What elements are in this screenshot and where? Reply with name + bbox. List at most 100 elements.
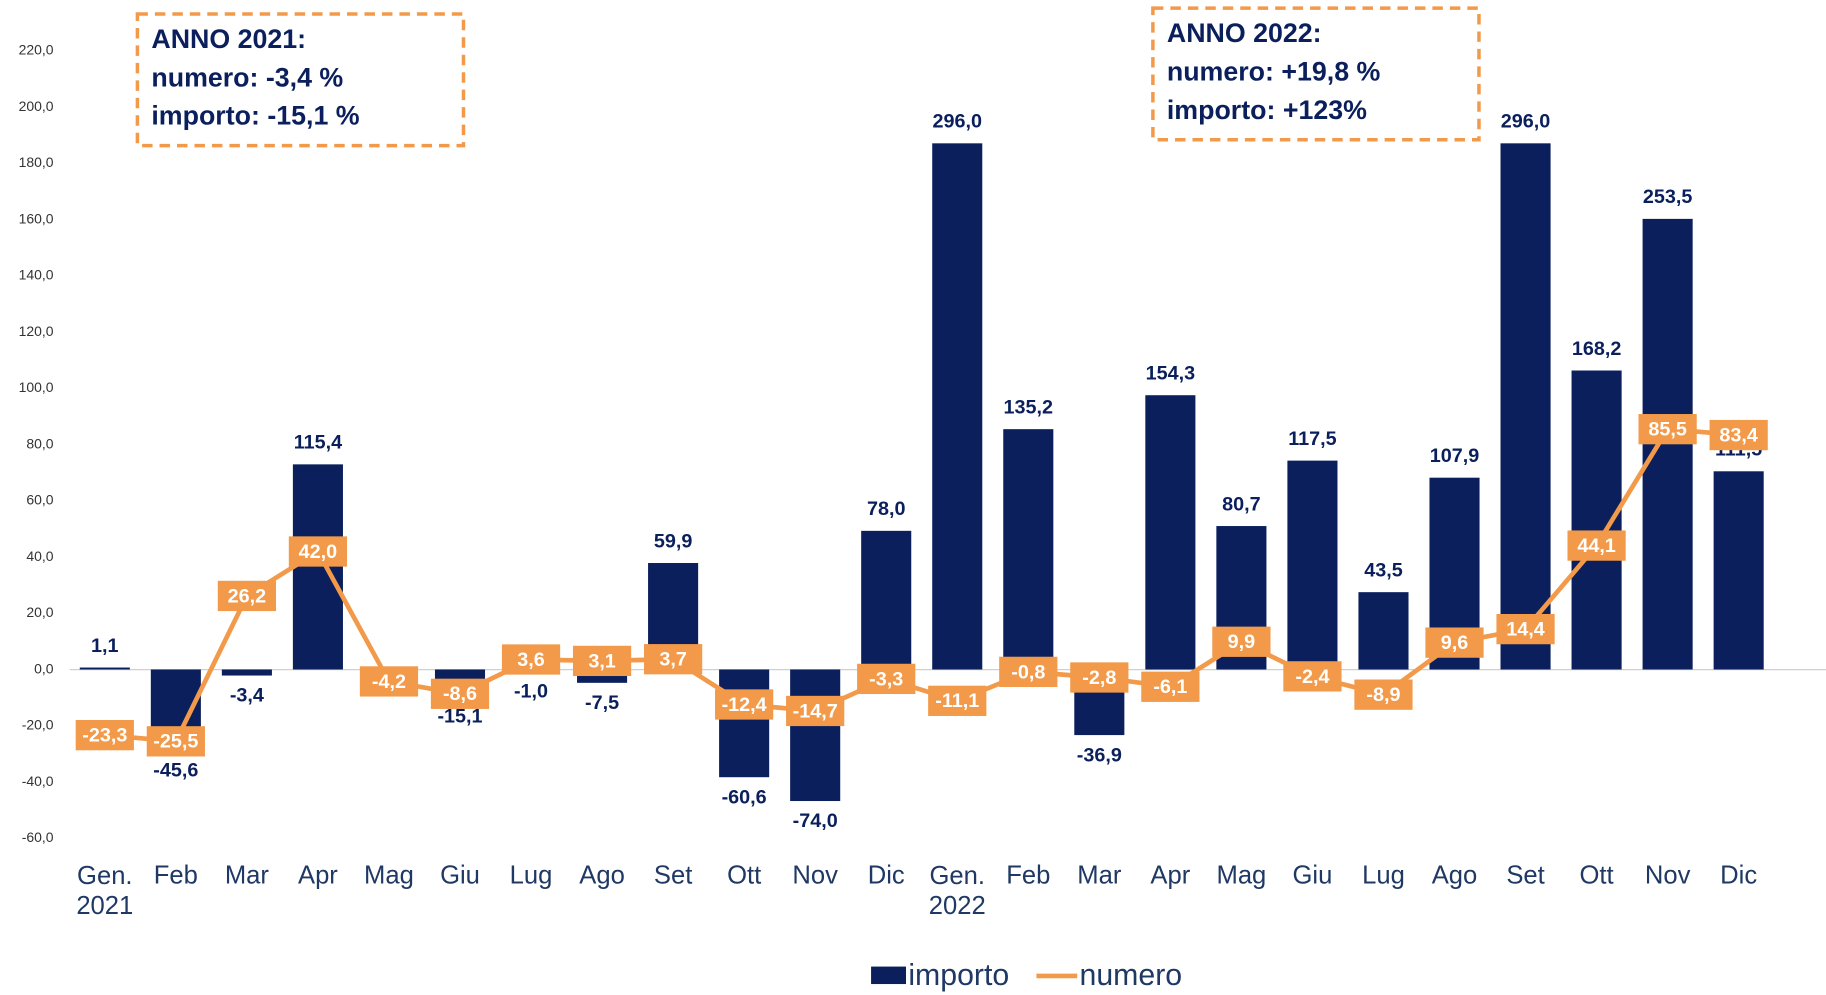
y-tick-label: 0,0: [34, 660, 54, 676]
bar-label: 115,4: [294, 432, 342, 454]
line-label: 14,4: [1506, 619, 1545, 641]
label-box: [146, 726, 205, 757]
bar-label: 43,5: [1364, 559, 1403, 581]
label-box: [430, 678, 490, 709]
legend-swatch: [871, 966, 907, 985]
y-tick-label: 220,0: [19, 42, 54, 58]
annotation-text: ANNO 2022:: [1167, 18, 1322, 48]
bar-label: 296,0: [1501, 111, 1551, 133]
bar-label: 80,7: [1222, 493, 1261, 515]
line-label: -23,3: [82, 725, 127, 747]
bar: [79, 667, 130, 670]
label-box: [75, 720, 134, 751]
y-tick-label: 140,0: [19, 267, 54, 283]
line-label: -25,5: [153, 731, 198, 753]
bar-label: -15,1: [437, 706, 482, 728]
bar-label: 117,5: [1288, 428, 1336, 450]
x-tick-label: Ago: [1432, 862, 1478, 890]
bar-label: 59,9: [654, 530, 693, 552]
label-box: [1567, 530, 1626, 561]
y-tick-label: -20,0: [22, 717, 54, 733]
label-box: [715, 689, 774, 720]
label-box: [786, 695, 845, 727]
line-label: 85,5: [1648, 419, 1687, 441]
bar: [1358, 592, 1409, 670]
annotation-text: numero: +19,8 %: [1167, 56, 1381, 86]
x-tick-label: Mar: [1077, 862, 1122, 890]
bar: [790, 669, 841, 802]
x-tick-label: Nov: [792, 862, 838, 890]
annotation-text: numero: -3,4 %: [151, 62, 343, 92]
bar-label: -7,5: [585, 692, 619, 714]
line-label: -8,9: [1366, 684, 1400, 706]
y-tick-label: 200,0: [19, 98, 54, 114]
y-tick-label: 160,0: [19, 210, 54, 226]
line-label: -12,4: [722, 694, 767, 716]
x-tick-label: Giu: [440, 862, 480, 890]
x-tick-label: Nov: [1645, 862, 1691, 890]
line-label: -2,4: [1295, 666, 1329, 688]
line-label: 9,9: [1228, 631, 1256, 653]
label-box: [1141, 671, 1200, 702]
line-label: -11,1: [935, 690, 979, 712]
line-label: -6,1: [1153, 676, 1187, 698]
x-tick-label: Apr: [1150, 862, 1190, 890]
x-tick-label: Set: [1506, 862, 1544, 890]
x-tick-label: Lug: [510, 862, 553, 890]
x-tick-label: Gen. 2022: [929, 862, 986, 920]
bar-label: -60,6: [722, 786, 767, 808]
bar: [861, 530, 912, 670]
x-tick-label: Ago: [579, 862, 625, 890]
label-box: [501, 644, 561, 675]
bar: [1287, 460, 1338, 670]
x-tick-label: Set: [654, 862, 692, 890]
annotation-box: [1151, 6, 1481, 142]
line-label: -14,7: [793, 700, 838, 722]
annotation-box: [135, 12, 466, 148]
line-label: -4,2: [372, 671, 406, 693]
line-label: 42,0: [299, 541, 338, 563]
y-tick-label: 100,0: [19, 379, 54, 395]
x-tick-label: Feb: [1006, 862, 1050, 890]
line-label: -8,6: [443, 683, 477, 705]
y-tick-label: 20,0: [26, 604, 53, 620]
bar-label: -74,0: [793, 810, 838, 832]
label-box: [1638, 414, 1697, 445]
bar-label: 78,0: [867, 498, 906, 520]
bar: [1500, 143, 1551, 670]
label-box: [928, 685, 987, 716]
label-box: [1425, 627, 1484, 658]
bar: [719, 669, 770, 778]
label-box: [1709, 419, 1768, 451]
label-box: [1070, 662, 1129, 693]
legend-label: numero: [1080, 959, 1183, 992]
bar-label: 107,9: [1430, 445, 1480, 467]
x-tick-label: Lug: [1362, 862, 1405, 890]
label-box: [1283, 661, 1342, 692]
bar: [1003, 429, 1054, 670]
bar: [292, 464, 343, 670]
label-box: [1496, 613, 1555, 645]
x-tick-label: Giu: [1293, 862, 1333, 890]
bar-label: -1,0: [514, 680, 548, 702]
y-tick-label: 40,0: [26, 548, 53, 564]
y-tick-label: -60,0: [22, 829, 54, 845]
x-tick-label: Gen. 2021: [76, 862, 133, 920]
line-label: 44,1: [1577, 535, 1616, 557]
label-box: [288, 536, 348, 567]
line-label: 3,7: [659, 649, 687, 671]
bar-label: 1,1: [91, 635, 119, 657]
x-tick-label: Mar: [225, 862, 270, 890]
line-label: -2,8: [1082, 667, 1116, 689]
annotation-text: importo: -15,1 %: [151, 101, 359, 131]
x-tick-label: Mag: [1216, 862, 1266, 890]
bar: [1145, 395, 1196, 670]
bar-label: -36,9: [1077, 744, 1122, 766]
y-tick-label: 120,0: [19, 323, 54, 339]
bar: [221, 669, 272, 676]
y-tick-label: -40,0: [22, 773, 54, 789]
line-label: 3,6: [517, 649, 545, 671]
line: [104, 426, 1739, 744]
x-tick-label: Ott: [1580, 862, 1614, 890]
